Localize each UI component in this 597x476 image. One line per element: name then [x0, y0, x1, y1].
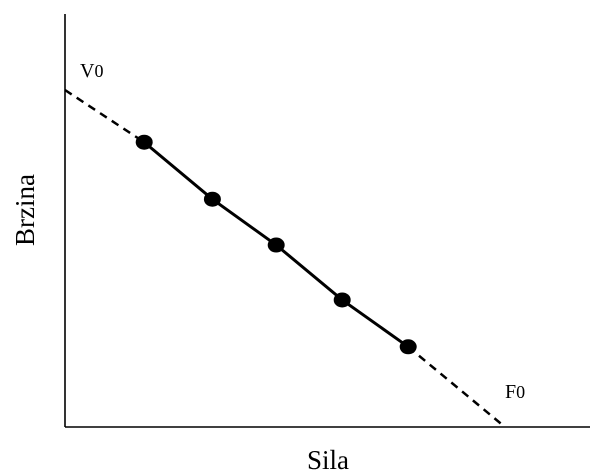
f0-annotation: F0	[505, 381, 525, 403]
data-point-2	[203, 191, 221, 207]
data-point-4	[333, 292, 351, 308]
extrapolation-line-v0	[64, 88, 145, 144]
f0-annotation-main: F	[505, 381, 516, 403]
f0-annotation-sub: 0	[516, 382, 525, 402]
axes	[64, 14, 590, 428]
v0-annotation-sub: 0	[94, 61, 103, 81]
extrapolation-line-f0	[407, 345, 506, 428]
v0-annotation: V0	[80, 60, 103, 82]
data-point-3	[267, 237, 285, 253]
x-axis-title: Sila	[307, 445, 349, 475]
data-point-5	[399, 339, 417, 355]
plot-area	[64, 88, 506, 428]
data-point-1	[135, 134, 153, 150]
v0-annotation-main: V	[80, 60, 95, 82]
y-axis-title: Brzina	[10, 174, 40, 246]
